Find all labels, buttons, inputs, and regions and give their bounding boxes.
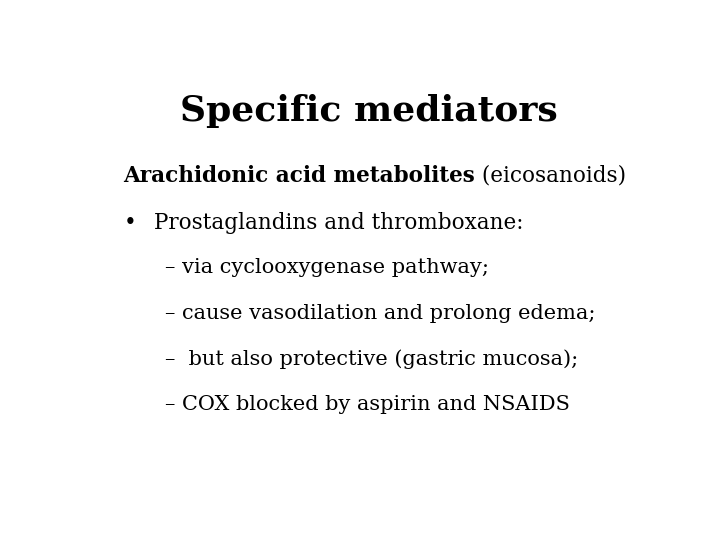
Text: Specific mediators: Specific mediators [180,94,558,128]
Text: Arachidonic acid metabolites: Arachidonic acid metabolites [124,165,475,187]
Text: Prostaglandins and thromboxane:: Prostaglandins and thromboxane: [154,212,523,234]
Text: – cause vasodilation and prolong edema;: – cause vasodilation and prolong edema; [166,304,596,323]
Text: (eicosanoids): (eicosanoids) [475,165,626,187]
Text: – COX blocked by aspirin and NSAIDS: – COX blocked by aspirin and NSAIDS [166,395,570,414]
Text: – via cyclooxygenase pathway;: – via cyclooxygenase pathway; [166,258,490,277]
Text: –  but also protective (gastric mucosa);: – but also protective (gastric mucosa); [166,349,579,369]
Text: •: • [124,212,136,234]
